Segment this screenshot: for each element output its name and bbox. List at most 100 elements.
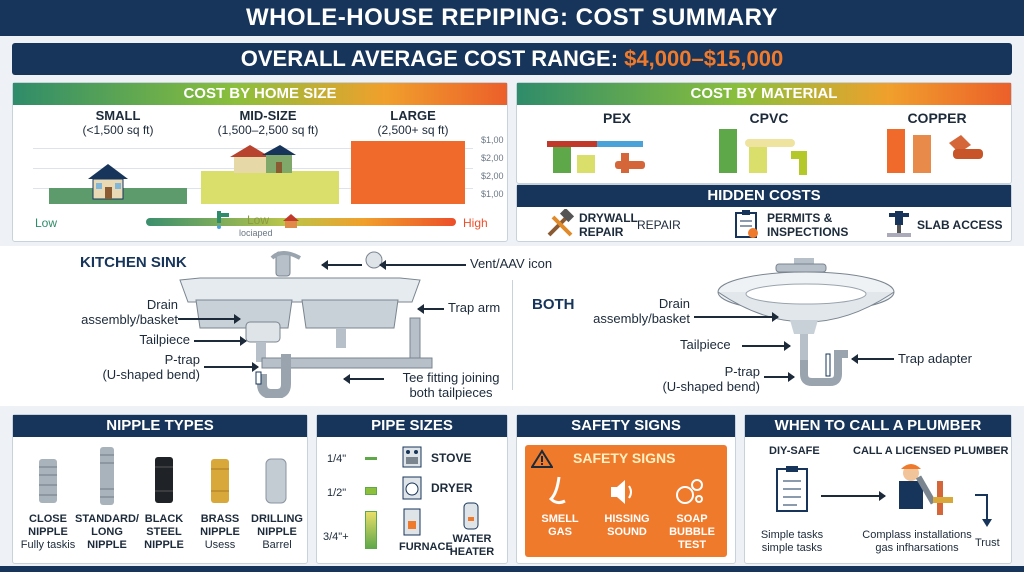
plumber-header: WHEN TO CALL A PLUMBER xyxy=(745,415,1011,437)
diy-safe-label: DIY-SAFE xyxy=(769,445,820,457)
material-panel: COST BY MATERIAL PEX CPVC COPPER xyxy=(516,82,1012,184)
vent-label: Vent/AAV icon xyxy=(470,256,553,271)
black-steel-nipple-label: BLACK STEEL NIPPLE xyxy=(144,513,184,551)
copper-pipe-icon xyxy=(887,129,983,173)
kitchen-sink-title: KITCHEN SINK xyxy=(80,254,187,271)
pex-pipe-icon xyxy=(547,141,645,173)
kitchen-sink-illustration xyxy=(179,251,433,398)
app-stove: STOVE xyxy=(431,451,472,465)
safety-hissing: HISSING SOUND xyxy=(604,513,650,538)
tick-1: $1,00 xyxy=(481,135,504,145)
hammer-icon xyxy=(547,209,575,237)
size-three-quarter: 3/4"+ xyxy=(323,531,349,543)
call-sub: Complass installations gas infharsations xyxy=(862,529,972,554)
trust-label: Trust xyxy=(975,537,1000,549)
home-size-header: COST BY HOME SIZE xyxy=(13,83,507,105)
hidden-slab: SLAB ACCESS xyxy=(917,218,1003,232)
trap-adapter-label: Trap adapter xyxy=(898,351,972,366)
size-small-label: SMALL (<1,500 sq ft) xyxy=(82,108,154,138)
close-nipple-label: CLOSE NIPPLE Fully taskis xyxy=(20,513,76,551)
bath-tailpiece-label: Tailpiece xyxy=(680,337,731,352)
page-title: WHOLE-HOUSE REPIPING: COST SUMMARY xyxy=(0,0,1024,36)
speaker-icon xyxy=(611,480,632,504)
long-nipple-icon xyxy=(100,447,114,505)
bath-drain-label: Drain assembly/basket xyxy=(593,296,690,326)
kitchen-ptrap-label: P-trap (U-shaped bend) xyxy=(102,352,200,382)
furnace-icon xyxy=(403,508,421,536)
kitchen-drain-label: Drain assembly/basket xyxy=(81,297,178,327)
scale-mid: Low xyxy=(247,213,270,227)
safety-header: SAFETY SIGNS xyxy=(517,415,735,437)
tee-fitting-label: Tee fitting joining both tailpieces xyxy=(402,370,500,400)
safety-smell-gas: SMELL GAS xyxy=(541,513,579,538)
jackhammer-icon xyxy=(887,211,911,237)
safety-soap-test: SOAP BUBBLE TEST xyxy=(669,513,715,551)
mid-house-icon xyxy=(230,145,296,173)
pipe-sizes-header: PIPE SIZES xyxy=(317,415,507,437)
brass-nipple-icon xyxy=(211,459,229,503)
arrow-down-icon xyxy=(975,494,992,527)
dryer-icon xyxy=(402,476,422,500)
water-heater-icon xyxy=(463,502,479,530)
home-size-panel: COST BY HOME SIZE SMALL (<1,500 sq ft) MI… xyxy=(12,82,508,242)
overall-cost-banner: OVERALL AVERAGE COST RANGE: $4,000–$15,0… xyxy=(12,43,1012,75)
warning-icon xyxy=(531,449,553,468)
hidden-costs-panel: HIDDEN COSTS DRYWALL REPAIR REPAIR PERMIT… xyxy=(516,184,1012,242)
small-house-icon xyxy=(88,164,128,200)
black-steel-nipple-icon xyxy=(155,457,173,503)
material-copper: COPPER xyxy=(907,110,967,126)
close-nipple-icon xyxy=(39,459,57,503)
house-small-icon xyxy=(283,214,299,228)
hidden-drywall-extra: REPAIR xyxy=(637,218,681,232)
size-quarter: 1/4" xyxy=(327,453,347,465)
hidden-permits: PERMITS & INSPECTIONS xyxy=(767,211,849,239)
bar-mid xyxy=(201,171,339,204)
material-cpvc: CPVC xyxy=(749,110,789,126)
long-nipple-label: STANDARD/LONG NIPPLE xyxy=(75,513,139,551)
bath-ptrap-label: P-trap (U-shaped bend) xyxy=(662,364,760,394)
brass-nipple-label: BRASS NIPPLE Usess xyxy=(200,513,240,551)
scale-low: Low xyxy=(35,216,58,230)
trap-arm-label: Trap arm xyxy=(448,300,501,315)
faucet-icon xyxy=(217,211,229,229)
size-half: 1/2" xyxy=(327,487,347,499)
call-plumber-label: CALL A LICENSED PLUMBER xyxy=(853,445,1009,457)
stove-icon xyxy=(402,446,422,468)
hidden-costs-header: HIDDEN COSTS xyxy=(517,185,1011,207)
overall-amount: $4,000–$15,000 xyxy=(624,46,784,71)
drilling-nipple-icon xyxy=(265,458,287,504)
clipboard-icon xyxy=(735,210,758,238)
safety-box xyxy=(525,445,727,557)
tick-2: $2,00 xyxy=(481,153,504,163)
size-mid-label: MID-SIZE (1,500–2,500 sq ft) xyxy=(217,108,319,138)
checklist-icon xyxy=(776,466,808,512)
nipple-types-header: NIPPLE TYPES xyxy=(13,415,307,437)
scale-mid2: lociaped xyxy=(239,228,273,238)
material-header: COST BY MATERIAL xyxy=(517,83,1011,105)
material-pex: PEX xyxy=(602,110,631,126)
bath-title: BOTH xyxy=(532,296,575,313)
size-large-label: LARGE (2,500+ sq ft) xyxy=(377,108,449,138)
app-dryer: DRYER xyxy=(431,481,473,495)
bar-large xyxy=(351,141,465,204)
cost-scale-bar xyxy=(146,218,456,226)
scale-high: High xyxy=(463,216,488,230)
bathroom-sink-illustration xyxy=(717,258,895,386)
diy-sub: Simple tasks simple tasks xyxy=(760,529,824,554)
safety-inner-title: SAFETY SIGNS xyxy=(573,450,676,466)
app-water-heater: WATER HEATER xyxy=(449,533,495,558)
hidden-drywall: DRYWALL REPAIR xyxy=(579,211,638,239)
safety-panel: SAFETY SIGNS SAFETY SIGNS SMELL GAS HISSI… xyxy=(516,414,736,564)
tick-3: $2,00 xyxy=(481,171,504,181)
plumber-panel: WHEN TO CALL A PLUMBER DIY-SAFE CALL A L… xyxy=(744,414,1012,564)
tick-4: $1,00 xyxy=(481,189,504,199)
plumber-icon xyxy=(899,464,953,515)
app-furnace: FURNACE xyxy=(399,541,453,553)
cpvc-pipe-icon xyxy=(719,129,807,175)
nipple-types-panel: NIPPLE TYPES CLOSE NIPPLE Fully taskis STA… xyxy=(12,414,308,564)
pipe-sizes-panel: PIPE SIZES 1/4" 1/2" 3/4"+ STOVE DRYER F… xyxy=(316,414,508,564)
bubbles-icon xyxy=(676,479,703,504)
drilling-nipple-label: DRILLING NIPPLE Barrel xyxy=(251,513,303,551)
overall-label: OVERALL AVERAGE COST RANGE: xyxy=(240,46,619,71)
nose-icon xyxy=(548,476,566,505)
